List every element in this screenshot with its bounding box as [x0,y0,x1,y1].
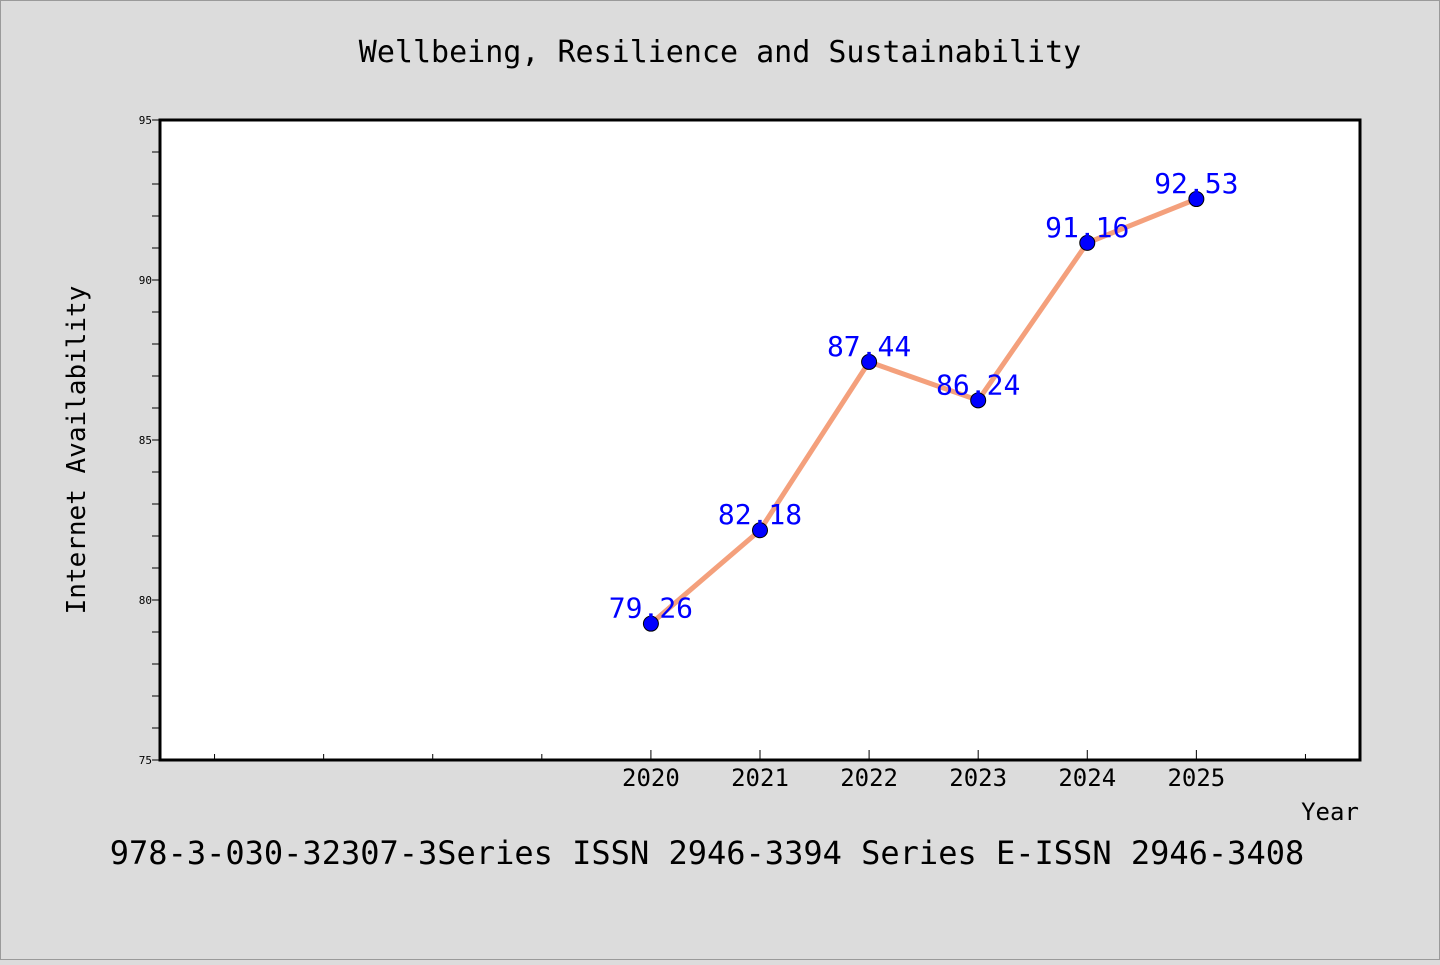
data-point [1079,234,1096,251]
series-points-group [642,191,1205,632]
y-tick-label: 80 [139,594,152,607]
plot-frame [158,118,1362,762]
data-point [861,353,878,370]
x-tick-label: 2023 [949,764,1007,792]
data-point [752,522,768,539]
data-point [970,392,987,409]
y-tick-label: 95 [139,114,152,127]
footer-text: 978-3-030-32307-3Series ISSN 2946-3394 S… [110,834,1304,872]
data-point [1188,191,1205,208]
x-tick-label: 2020 [622,764,680,792]
x-tick-label: 2025 [1167,764,1225,792]
y-tick-label: 75 [139,754,152,767]
y-tick-label: 90 [139,274,152,287]
data-label: 87.44 [827,330,911,363]
data-label: 82.18 [718,498,802,531]
data-label: 79.26 [609,592,693,625]
x-tick-label: 2024 [1058,764,1116,792]
y-axis-label: Internet Availability [62,286,92,615]
plot-area [160,120,1360,760]
data-label: 91.16 [1045,211,1129,244]
x-axis-label: Year [1301,798,1359,826]
data-label: 92.53 [1154,167,1238,200]
data-labels-group: 79.26 82.18 87.44 86.24 91.16 92.53 [609,167,1239,625]
y-tick-label: 85 [139,434,152,447]
x-axis-ticks: 2020 2021 2022 2023 2024 2025 [214,750,1306,792]
series-line [648,196,1199,627]
series-line-group [648,196,1199,627]
chart-title: Wellbeing, Resilience and Sustainability [359,35,1081,70]
x-tick-label: 2021 [731,764,789,792]
x-tick-label: 2022 [840,764,898,792]
data-point [642,615,659,632]
data-label: 86.24 [936,368,1020,401]
